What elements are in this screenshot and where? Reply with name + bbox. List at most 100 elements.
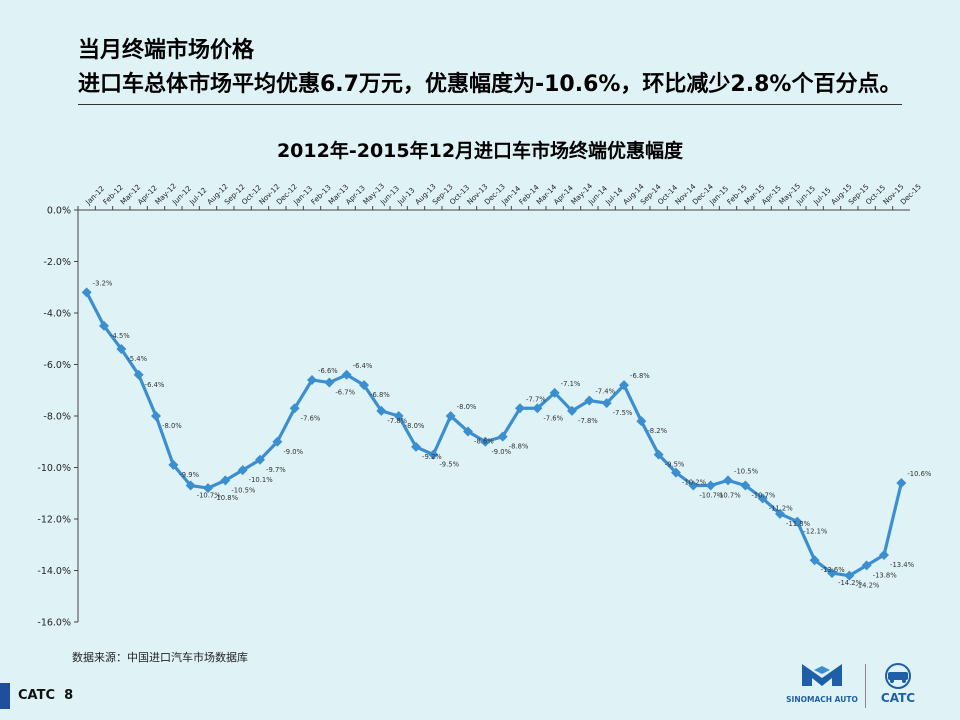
data-point	[151, 411, 161, 421]
data-label: -12.1%	[803, 528, 828, 536]
heading-line-1: 当月终端市场价格	[78, 38, 255, 63]
data-label: -10.1%	[249, 476, 274, 484]
data-label: -10.5%	[734, 467, 759, 475]
data-point	[480, 436, 491, 447]
footer-accent-bar	[0, 683, 10, 709]
data-point	[255, 454, 265, 465]
data-label: -9.0%	[491, 448, 511, 456]
data-label: -9.0%	[283, 448, 303, 456]
data-point	[411, 441, 421, 452]
data-label: -8.0%	[162, 422, 182, 430]
page-number: 8	[64, 688, 74, 703]
data-label: -6.6%	[318, 367, 338, 375]
y-tick-label: -16.0%	[37, 618, 71, 629]
data-point	[740, 480, 751, 491]
data-point	[567, 405, 577, 416]
data-label: -6.8%	[630, 372, 650, 380]
data-label: -10.7%	[699, 492, 724, 500]
data-label: -8.6%	[474, 437, 494, 445]
data-label: -9.2%	[422, 453, 442, 461]
data-label: -4.5%	[110, 332, 130, 340]
y-tick-label: -10.0%	[37, 463, 71, 474]
data-label: -7.6%	[301, 414, 321, 422]
data-label: -7.8%	[578, 417, 598, 425]
data-point	[463, 426, 473, 437]
data-label: -9.9%	[179, 471, 199, 479]
data-label: -7.7%	[526, 395, 546, 403]
data-label: -13.4%	[890, 561, 915, 569]
data-point	[775, 508, 785, 519]
data-point	[393, 411, 404, 421]
data-label: -7.1%	[561, 380, 581, 388]
data-point	[896, 477, 907, 488]
data-label: -8.0%	[405, 422, 425, 430]
data-label: -8.2%	[647, 427, 667, 435]
data-label: -3.2%	[93, 279, 113, 287]
data-point	[237, 465, 248, 476]
logo2-text: CATC	[881, 691, 915, 705]
data-point	[549, 387, 560, 398]
data-label: -10.5%	[231, 486, 256, 494]
data-label: -8.8%	[509, 443, 529, 451]
data-point	[671, 467, 681, 478]
data-label: -13.6%	[821, 566, 846, 574]
data-label: -6.4%	[353, 362, 373, 370]
data-point	[653, 449, 664, 460]
data-label: -9.5%	[665, 461, 685, 469]
data-label: -5.4%	[127, 355, 147, 363]
data-source-note: 数据来源：中国进口汽车市场数据库	[72, 651, 248, 664]
heading-line-2: 进口车总体市场平均优惠6.7万元，优惠幅度为-10.6%，环比减少2.8%个百分…	[78, 72, 902, 97]
y-tick-label: -8.0%	[43, 412, 71, 423]
series-line	[85, 291, 903, 578]
chart-title: 2012年-2015年12月进口车市场终端优惠幅度	[276, 140, 684, 162]
data-label: -6.8%	[370, 391, 390, 399]
data-point	[705, 480, 716, 491]
data-point	[861, 560, 872, 571]
data-point	[757, 493, 768, 504]
data-point	[185, 480, 196, 491]
data-point	[168, 459, 179, 470]
data-point	[601, 398, 612, 409]
data-point	[289, 403, 300, 414]
data-point	[879, 550, 889, 561]
data-point	[324, 377, 335, 388]
data-label: -10.7%	[717, 492, 742, 500]
data-label: -13.8%	[873, 571, 898, 579]
y-tick-label: -14.0%	[37, 566, 71, 577]
data-point	[99, 320, 109, 331]
data-point	[220, 475, 231, 486]
data-label: -10.8%	[214, 494, 239, 502]
data-point	[636, 416, 647, 427]
x-tick-label: Jan-12	[83, 184, 106, 207]
data-point	[203, 483, 213, 494]
data-point	[688, 480, 699, 491]
y-tick-label: 0.0%	[47, 206, 71, 217]
data-label: -9.5%	[439, 461, 459, 469]
data-point	[844, 570, 855, 581]
data-point	[359, 380, 369, 391]
heading-divider	[78, 104, 902, 105]
data-label: -7.6%	[543, 414, 563, 422]
data-label: -9.7%	[266, 466, 286, 474]
data-point	[809, 555, 820, 566]
data-point	[341, 369, 352, 380]
y-tick-label: -2.0%	[43, 257, 71, 268]
data-label: -10.2%	[682, 479, 707, 487]
data-point	[792, 516, 803, 527]
sinomach-auto-logo: SINOMACH AUTO	[786, 664, 858, 704]
data-label: -6.7%	[335, 389, 355, 397]
data-label: -7.8%	[387, 417, 407, 425]
data-label: -10.7%	[197, 492, 222, 500]
data-point	[532, 403, 543, 414]
data-label: -7.5%	[613, 409, 633, 417]
data-point	[497, 431, 508, 442]
data-point	[584, 395, 595, 406]
slide-heading: 当月终端市场价格 进口车总体市场平均优惠6.7万元，优惠幅度为-10.6%，环比…	[78, 34, 901, 102]
data-point	[116, 344, 127, 355]
y-tick-label: -12.0%	[37, 515, 71, 526]
data-label: -7.4%	[595, 388, 615, 396]
data-point	[307, 374, 317, 385]
data-label: -11.8%	[786, 520, 811, 528]
data-label: -14.2%	[838, 579, 863, 587]
data-point	[376, 405, 387, 416]
